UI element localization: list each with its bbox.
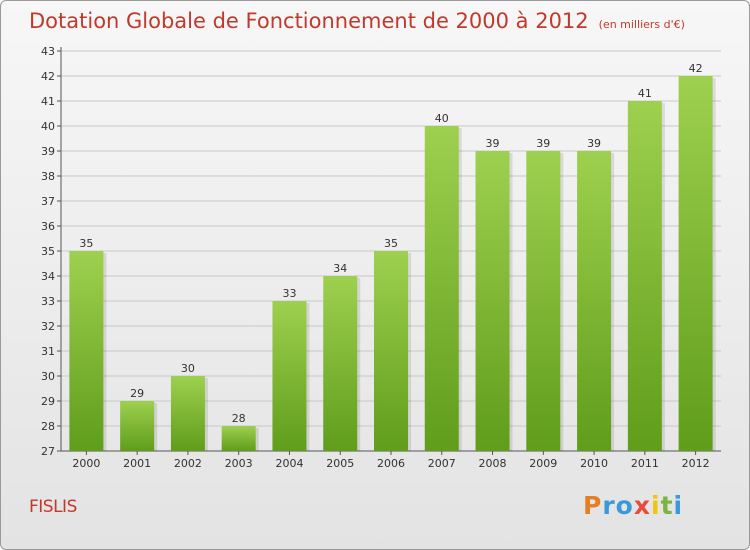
bar-2003 <box>221 426 256 451</box>
data-label: 35 <box>79 237 93 250</box>
data-label: 30 <box>181 362 195 375</box>
x-tick-label: 2010 <box>580 457 608 470</box>
data-label: 42 <box>689 62 703 75</box>
x-tick-label: 2002 <box>174 457 202 470</box>
y-tick-label: 35 <box>41 245 55 258</box>
x-tick-label: 2000 <box>72 457 100 470</box>
y-tick-label: 29 <box>41 395 55 408</box>
y-tick-label: 31 <box>41 345 55 358</box>
data-label: 33 <box>282 287 296 300</box>
y-tick-label: 37 <box>41 195 55 208</box>
y-tick-label: 32 <box>41 320 55 333</box>
data-label: 40 <box>435 112 449 125</box>
x-tick-label: 2003 <box>225 457 253 470</box>
bar-2008 <box>475 151 510 451</box>
proxiti-logo[interactable]: Proxiti <box>583 491 684 520</box>
x-tick-label: 2009 <box>529 457 557 470</box>
y-tick-label: 33 <box>41 295 55 308</box>
data-label: 29 <box>130 387 144 400</box>
y-tick-label: 39 <box>41 145 55 158</box>
data-label: 34 <box>333 262 347 275</box>
y-tick-label: 34 <box>41 270 55 283</box>
x-tick-label: 2006 <box>377 457 405 470</box>
y-tick-label: 42 <box>41 70 55 83</box>
x-tick-label: 2005 <box>326 457 354 470</box>
x-tick-label: 2004 <box>275 457 303 470</box>
y-tick-label: 27 <box>41 445 55 458</box>
y-tick-label: 36 <box>41 220 55 233</box>
data-label: 39 <box>536 137 550 150</box>
chart-unit-note: (en milliers d'€) <box>598 18 685 31</box>
data-label: 41 <box>638 87 652 100</box>
y-tick-label: 43 <box>41 45 55 58</box>
y-tick-label: 38 <box>41 170 55 183</box>
place-name: FISLIS <box>29 497 77 517</box>
bar-2012 <box>678 76 713 451</box>
bar-2011 <box>627 101 662 451</box>
data-labels: 35 29 30 28 33 34 35 40 39 39 39 41 42 <box>79 62 702 425</box>
data-label: 39 <box>587 137 601 150</box>
bar-2010 <box>577 151 612 451</box>
y-tick-label: 41 <box>41 95 55 108</box>
x-tick-label: 2012 <box>682 457 710 470</box>
bar-2002 <box>170 376 205 451</box>
bars <box>69 76 716 451</box>
y-tick-label: 28 <box>41 420 55 433</box>
x-tick-label: 2001 <box>123 457 151 470</box>
x-tick-label: 2007 <box>428 457 456 470</box>
x-tick-label: 2011 <box>631 457 659 470</box>
y-tick-label: 30 <box>41 370 55 383</box>
data-label: 28 <box>232 412 246 425</box>
bar-2000 <box>69 251 104 451</box>
y-tick-label: 40 <box>41 120 55 133</box>
bar-2004 <box>272 301 307 451</box>
data-label: 35 <box>384 237 398 250</box>
bar-2001 <box>120 401 155 451</box>
bar-2009 <box>526 151 561 451</box>
chart-title-text: Dotation Globale de Fonctionnement de 20… <box>29 9 589 33</box>
bar-2005 <box>323 276 358 451</box>
data-label: 39 <box>486 137 500 150</box>
chart-title: Dotation Globale de Fonctionnement de 20… <box>29 9 685 33</box>
x-tick-label: 2008 <box>479 457 507 470</box>
bar-2007 <box>424 126 459 451</box>
bar-2006 <box>374 251 408 451</box>
